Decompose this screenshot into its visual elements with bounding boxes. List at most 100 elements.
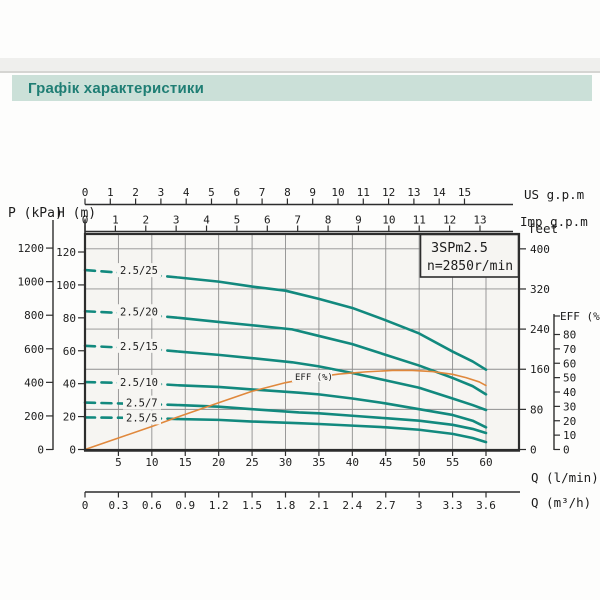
svg-text:0: 0: [530, 444, 537, 457]
svg-text:1.8: 1.8: [276, 499, 296, 512]
section-header: Графік характеристики: [12, 75, 592, 101]
svg-text:3.6: 3.6: [476, 499, 496, 512]
svg-text:30: 30: [279, 456, 292, 469]
curve-label-2-5-15: 2.5/15: [120, 341, 158, 353]
svg-text:12: 12: [443, 214, 456, 227]
curve-label-2-5-20: 2.5/20: [120, 306, 158, 318]
svg-text:20: 20: [563, 415, 576, 428]
axis-right-feet: 0 80 160 240 320 400 feet: [519, 221, 558, 457]
svg-text:60: 60: [479, 456, 492, 469]
svg-text:P (kPa): P (kPa): [8, 206, 63, 221]
svg-text:1: 1: [112, 214, 119, 227]
svg-text:0.6: 0.6: [142, 499, 162, 512]
svg-text:0: 0: [69, 444, 76, 457]
curve-label-2-5-5: 2.5/5: [126, 412, 158, 424]
svg-text:800: 800: [24, 309, 44, 322]
svg-text:14: 14: [433, 186, 447, 199]
svg-text:80: 80: [530, 403, 543, 416]
svg-text:13: 13: [473, 214, 486, 227]
pump-speed: n=2850r/min: [427, 259, 513, 274]
efficiency-curve: [84, 369, 487, 451]
svg-text:8: 8: [284, 186, 291, 199]
svg-text:120: 120: [56, 246, 76, 259]
svg-text:11: 11: [357, 186, 370, 199]
axis-left-kpa: 0 200 400 600 800 1000 1200 P (kPa): [8, 206, 63, 457]
svg-text:9: 9: [355, 214, 362, 227]
svg-text:40: 40: [346, 456, 359, 469]
svg-text:600: 600: [24, 343, 44, 356]
svg-text:60: 60: [563, 357, 576, 370]
pump-model: 3SPm2.5: [431, 240, 488, 256]
svg-text:2.7: 2.7: [376, 499, 396, 512]
svg-text:US g.p.m: US g.p.m: [524, 187, 584, 202]
svg-text:200: 200: [24, 410, 44, 423]
svg-text:13: 13: [407, 186, 420, 199]
svg-text:35: 35: [312, 456, 325, 469]
svg-text:10: 10: [563, 429, 576, 442]
svg-text:20: 20: [212, 456, 225, 469]
svg-text:11: 11: [413, 214, 426, 227]
svg-text:40: 40: [563, 386, 576, 399]
svg-text:70: 70: [563, 343, 576, 356]
svg-text:50: 50: [413, 456, 426, 469]
svg-text:15: 15: [458, 186, 471, 199]
svg-text:EFF (%): EFF (%): [560, 310, 600, 323]
svg-text:0: 0: [563, 444, 570, 457]
svg-text:0.9: 0.9: [175, 499, 195, 512]
axis-left-h: 0 20 40 60 80 100 120 H (m): [56, 206, 96, 457]
svg-text:1.2: 1.2: [209, 499, 229, 512]
svg-text:9: 9: [309, 186, 316, 199]
svg-text:12: 12: [382, 186, 395, 199]
svg-text:60: 60: [63, 345, 76, 358]
svg-text:240: 240: [530, 323, 550, 336]
svg-text:2.4: 2.4: [342, 499, 362, 512]
svg-text:40: 40: [63, 378, 76, 391]
svg-text:EFF (%): EFF (%): [295, 373, 333, 383]
svg-text:80: 80: [563, 329, 576, 342]
svg-text:1.5: 1.5: [242, 499, 262, 512]
svg-text:Q (l/min): Q (l/min): [531, 470, 599, 485]
divider-line: [0, 71, 600, 73]
svg-text:3.3: 3.3: [443, 499, 463, 512]
svg-text:15: 15: [179, 456, 192, 469]
svg-text:5: 5: [115, 456, 122, 469]
svg-text:1000: 1000: [18, 276, 45, 289]
svg-text:10: 10: [382, 214, 395, 227]
curve-label-2-5-7: 2.5/7: [126, 398, 158, 410]
curve-label-2-5-10: 2.5/10: [120, 377, 158, 389]
svg-text:45: 45: [379, 456, 392, 469]
svg-text:1200: 1200: [18, 242, 45, 255]
svg-text:6: 6: [233, 186, 240, 199]
svg-text:0.3: 0.3: [108, 499, 128, 512]
svg-text:4: 4: [203, 214, 210, 227]
plot-border: [83, 232, 521, 452]
svg-text:7: 7: [294, 214, 301, 227]
svg-text:400: 400: [530, 243, 550, 256]
svg-text:0: 0: [82, 186, 89, 199]
svg-text:Q (m³/h): Q (m³/h): [531, 495, 591, 510]
svg-text:3: 3: [158, 186, 165, 199]
svg-text:320: 320: [530, 283, 550, 296]
section-title: Графік характеристики: [28, 79, 205, 97]
svg-text:5: 5: [208, 186, 215, 199]
svg-text:25: 25: [245, 456, 258, 469]
svg-text:10: 10: [145, 456, 158, 469]
svg-text:1: 1: [107, 186, 114, 199]
svg-text:7: 7: [259, 186, 266, 199]
svg-text:0: 0: [37, 444, 44, 457]
top-band: [0, 58, 600, 71]
svg-text:80: 80: [63, 312, 76, 325]
svg-text:3: 3: [173, 214, 180, 227]
svg-text:H (m): H (m): [57, 206, 96, 221]
curve-label-2-5-25: 2.5/25: [120, 265, 158, 277]
svg-text:55: 55: [446, 456, 459, 469]
svg-text:50: 50: [563, 372, 576, 385]
svg-text:10: 10: [331, 186, 344, 199]
svg-text:6: 6: [264, 214, 271, 227]
svg-text:0: 0: [82, 499, 89, 512]
svg-text:30: 30: [563, 400, 576, 413]
svg-text:8: 8: [325, 214, 332, 227]
